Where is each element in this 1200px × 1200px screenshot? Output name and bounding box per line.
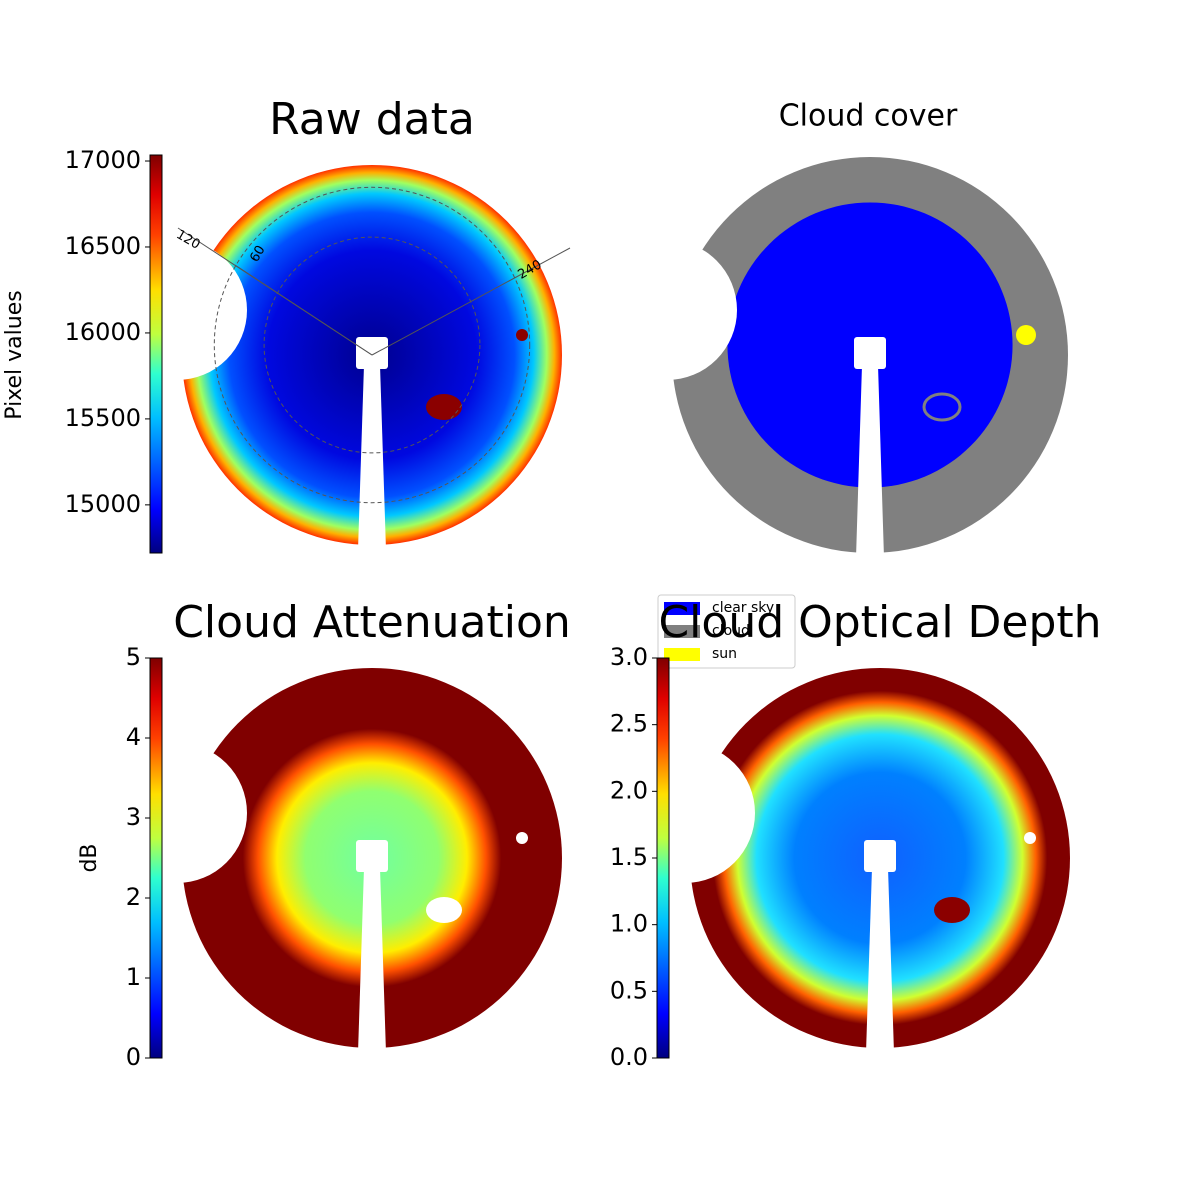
cloud-patch: [934, 897, 970, 923]
mast: [358, 868, 386, 1053]
legend-swatch: [664, 625, 700, 638]
colorbar-tick-label: 3.0: [610, 643, 648, 671]
colorbar: [656, 657, 670, 1059]
sky-image: [107, 165, 562, 550]
polar-spoke: [371, 247, 571, 356]
colorbar: [149, 154, 163, 554]
panel-title: Cloud cover: [779, 99, 958, 134]
colorbar-tick-label: 16500: [65, 232, 141, 260]
legend-label: cloud: [712, 623, 750, 639]
colorbar-tick-label: 16000: [65, 318, 141, 346]
legend-label: sun: [712, 646, 737, 662]
sun-spot: [516, 832, 528, 844]
legend-label: clear sky: [712, 600, 774, 616]
camera-head: [854, 337, 886, 369]
colorbar-label: dB: [77, 843, 102, 872]
cloud-patch: [426, 394, 462, 420]
sun-spot: [1016, 325, 1036, 345]
legend-swatch: [664, 648, 700, 661]
colorbar-tick-label: 1.5: [610, 843, 648, 871]
colorbar-tick-label: 3: [126, 803, 141, 831]
mast: [866, 868, 894, 1053]
sky-image: [597, 157, 1068, 558]
colorbar-tick-label: 17000: [65, 146, 141, 174]
colorbar-tick-label: 15000: [65, 490, 141, 518]
mast: [358, 365, 386, 550]
obstruction: [615, 743, 755, 883]
sky-image: [615, 668, 1070, 1053]
colorbar-tick-label: 1.0: [610, 910, 648, 938]
colorbar-tick-label: 2.5: [610, 710, 648, 738]
colorbar-tick-label: 0: [126, 1043, 141, 1071]
obstruction: [107, 240, 247, 380]
colorbar-tick-label: 5: [126, 643, 141, 671]
polar-ring: [213, 186, 531, 504]
colorbar-tick-label: 2.0: [610, 776, 648, 804]
colorbar-tick-label: 4: [126, 723, 141, 751]
cloud-patch: [922, 392, 962, 422]
obstruction: [107, 743, 247, 883]
colorbar-tick-label: 1: [126, 963, 141, 991]
mast: [856, 365, 884, 558]
colorbar-label: Pixel values: [2, 290, 27, 419]
panel-title: Cloud Optical Depth: [658, 597, 1101, 648]
colorbar: [149, 657, 163, 1059]
cloud-patch: [426, 897, 462, 923]
polar-label: 60: [247, 243, 268, 265]
colorbar-tick-label: 0.0: [610, 1043, 648, 1071]
colorbar-tick-label: 2: [126, 883, 141, 911]
camera-head: [864, 840, 896, 872]
camera-head: [356, 337, 388, 369]
colorbar-tick-label: 15500: [65, 404, 141, 432]
sky-image: [107, 668, 562, 1053]
polar-spoke: [234, 264, 373, 356]
legend-swatch: [664, 602, 700, 615]
obstruction: [597, 240, 737, 380]
sun-spot: [516, 329, 528, 341]
panel-title: Raw data: [269, 94, 475, 145]
camera-head: [356, 840, 388, 872]
panel-title: Cloud Attenuation: [173, 597, 571, 648]
polar-ring: [263, 236, 481, 454]
sun-spot: [1024, 832, 1036, 844]
colorbar-tick-label: 0.5: [610, 976, 648, 1004]
